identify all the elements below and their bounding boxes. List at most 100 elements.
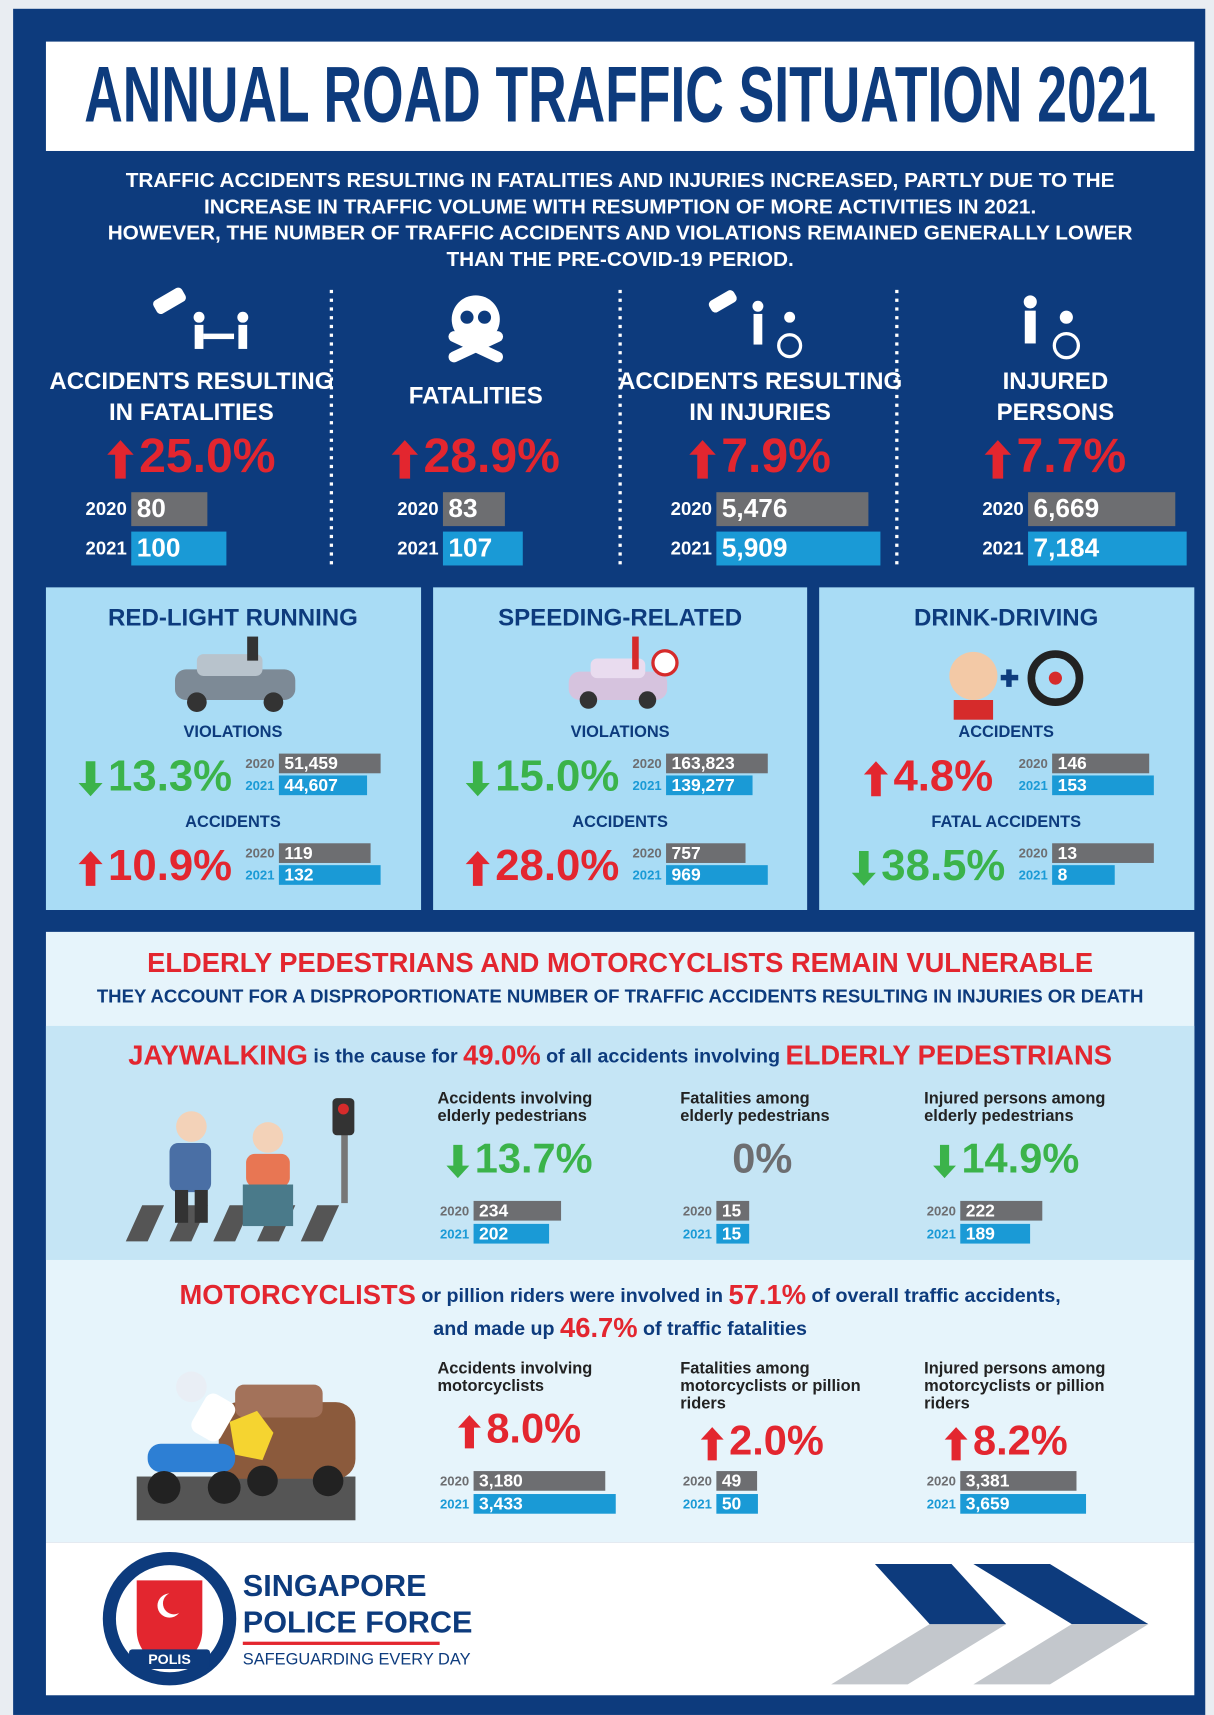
value-label: 132 — [284, 865, 313, 885]
year-label: 2020 — [86, 498, 127, 519]
change-percent: 2.0% — [729, 1417, 824, 1464]
year-label: 2021 — [683, 1226, 712, 1241]
year-label: 2020 — [397, 498, 438, 519]
year-label: 2021 — [671, 538, 712, 559]
value-label: 119 — [284, 843, 312, 863]
block-label: FATAL ACCIDENTS — [931, 813, 1081, 831]
year-label: 2021 — [982, 538, 1023, 559]
value-bar — [666, 865, 768, 885]
value-label: 83 — [448, 493, 477, 523]
value-bar — [473, 1223, 550, 1244]
stat-label: riders — [680, 1395, 726, 1413]
year-label: 2020 — [671, 498, 712, 519]
value-label: 107 — [448, 533, 492, 563]
panel-title: DRINK-DRIVING — [914, 604, 1098, 631]
icon-wheel — [949, 650, 1084, 720]
org-name: SINGAPORE — [243, 1569, 427, 1603]
stat-label: FATALITIES — [409, 382, 543, 409]
value-label: 100 — [137, 533, 181, 563]
value-label: 969 — [672, 865, 701, 885]
year-label: 2021 — [1019, 868, 1048, 883]
stat-label: elderly pedestrians — [680, 1107, 829, 1125]
value-bar — [666, 753, 768, 774]
value-label: 50 — [722, 1494, 741, 1514]
value-label: 5,476 — [722, 493, 788, 523]
stat-label: INJURED — [1003, 368, 1109, 395]
sentence: MOTORCYCLISTS or pillion riders were inv… — [180, 1279, 1061, 1310]
year-label: 2021 — [633, 868, 662, 883]
stat-label: elderly pedestrians — [437, 1107, 586, 1125]
org-name: POLICE FORCE — [243, 1605, 473, 1639]
stat-label: riders — [924, 1395, 970, 1413]
change-percent: 8.0% — [486, 1405, 581, 1452]
sentence: JAYWALKING is the cause for 49.0% of all… — [128, 1040, 1112, 1071]
intro-line: INCREASE IN TRAFFIC VOLUME WITH RESUMPTI… — [204, 195, 1036, 218]
stat-label: Accidents involving — [437, 1090, 592, 1108]
chevrons — [831, 1564, 1149, 1685]
logo: POLIS — [102, 1551, 237, 1686]
change-percent: 13.3% — [108, 751, 232, 800]
value-label: 51,459 — [284, 753, 338, 773]
icon-car — [174, 636, 296, 713]
value-bar — [1052, 753, 1150, 774]
change-arrow — [446, 1144, 470, 1179]
icons — [153, 287, 1081, 363]
value-label: 3,381 — [966, 1471, 1010, 1491]
value-bar — [1028, 531, 1187, 566]
change-arrow — [78, 850, 103, 886]
value-bar — [960, 1223, 1031, 1244]
motto: SAFEGUARDING EVERY DAY — [243, 1651, 471, 1669]
change-arrow — [78, 761, 103, 797]
value-bar — [960, 1494, 1087, 1514]
value-bar — [278, 865, 381, 885]
value-bar — [1052, 843, 1154, 863]
value-bar — [278, 753, 381, 774]
value-label: 7,184 — [1034, 533, 1100, 563]
change-percent: 10.9% — [108, 841, 232, 890]
sentence-part: 57.1% — [729, 1279, 807, 1310]
year-label: 2021 — [683, 1496, 712, 1511]
value-bar — [716, 1200, 750, 1221]
value-label: 80 — [137, 493, 166, 523]
year-label: 2021 — [245, 778, 274, 793]
change-percent: 14.9% — [961, 1135, 1079, 1182]
stat-label: Injured persons among — [924, 1360, 1105, 1378]
value-bar — [1052, 865, 1115, 885]
year-label: 2021 — [245, 868, 274, 883]
year-label: 2021 — [633, 778, 662, 793]
change-percent: 7.7% — [1017, 429, 1127, 483]
year-label: 2020 — [633, 756, 662, 771]
change-percent: 4.8% — [893, 751, 993, 800]
year-label: 2020 — [1019, 756, 1048, 771]
sentence-part: ELDERLY PEDESTRIANS — [786, 1040, 1112, 1071]
change-arrow — [391, 440, 419, 479]
stat-label: IN FATALITIES — [109, 399, 274, 426]
intro-line: HOWEVER, THE NUMBER OF TRAFFIC ACCIDENTS… — [108, 222, 1133, 245]
icon-injured — [1023, 295, 1081, 360]
value-label: 44,607 — [284, 775, 337, 795]
value-label: 3,659 — [966, 1494, 1010, 1514]
icon-car — [568, 636, 679, 709]
title-box — [45, 41, 1195, 151]
panel — [433, 587, 808, 910]
value-label: 189 — [966, 1223, 995, 1243]
year-label: 2020 — [982, 498, 1023, 519]
change-arrow — [457, 1415, 481, 1449]
value-label: 5,909 — [722, 533, 788, 563]
sentence-part: 46.7% — [560, 1312, 638, 1343]
block-label: ACCIDENTS — [572, 813, 668, 831]
panel-title: RED-LIGHT RUNNING — [108, 604, 358, 631]
change-percent: 38.5% — [881, 841, 1005, 890]
sentence: and made up 46.7% of traffic fatalities — [433, 1312, 807, 1343]
value-bar — [666, 775, 753, 796]
value-bar — [1028, 492, 1176, 527]
year-label: 2020 — [927, 1203, 956, 1218]
change-arrow — [851, 850, 876, 886]
value-label: 234 — [479, 1200, 508, 1220]
change-arrow — [944, 1427, 968, 1461]
year-label: 2020 — [245, 846, 274, 861]
stat-label: IN INJURIES — [689, 399, 831, 426]
value-bar — [278, 843, 371, 863]
block-label: VIOLATIONS — [571, 723, 670, 741]
